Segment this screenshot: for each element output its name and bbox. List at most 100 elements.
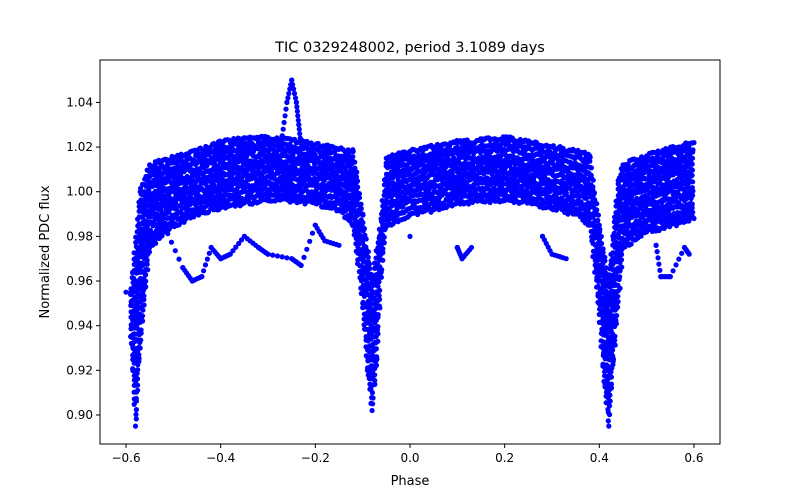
data-point xyxy=(590,177,596,183)
data-point xyxy=(644,229,650,235)
data-point xyxy=(170,155,176,161)
data-point xyxy=(358,201,364,207)
data-point xyxy=(354,178,361,184)
data-point xyxy=(154,211,160,217)
data-point xyxy=(606,423,612,429)
data-point xyxy=(135,382,141,388)
data-point xyxy=(277,146,283,152)
data-point xyxy=(294,104,300,110)
data-point xyxy=(141,293,147,299)
data-point xyxy=(143,278,149,284)
data-point xyxy=(176,256,182,262)
data-point xyxy=(133,411,139,418)
data-point xyxy=(588,165,595,171)
data-point xyxy=(376,296,383,302)
data-point xyxy=(170,222,176,228)
data-point xyxy=(380,250,386,256)
data-point xyxy=(608,385,615,391)
data-point xyxy=(380,246,386,252)
data-point xyxy=(165,231,171,237)
data-point xyxy=(295,117,301,123)
data-point xyxy=(201,268,207,274)
data-point xyxy=(280,126,286,132)
data-point xyxy=(372,377,378,384)
data-point xyxy=(265,135,271,141)
data-point xyxy=(587,153,593,159)
data-point xyxy=(147,244,153,251)
data-point xyxy=(605,418,611,424)
data-point xyxy=(141,302,147,308)
data-point xyxy=(141,297,147,303)
data-point xyxy=(587,158,593,164)
data-point xyxy=(241,200,247,206)
data-point xyxy=(376,303,382,309)
data-point xyxy=(236,240,242,247)
data-point xyxy=(644,153,650,159)
data-point xyxy=(690,147,696,153)
data-point xyxy=(563,190,569,196)
data-point xyxy=(628,241,634,247)
data-point xyxy=(298,140,304,146)
data-point xyxy=(379,267,385,273)
data-point xyxy=(525,200,531,206)
data-point xyxy=(168,239,175,245)
data-point xyxy=(685,250,691,256)
data-point xyxy=(431,207,437,213)
data-point xyxy=(230,248,236,254)
data-point xyxy=(587,222,593,228)
data-point xyxy=(667,274,673,280)
data-point xyxy=(407,211,413,217)
data-point xyxy=(614,313,620,319)
data-point xyxy=(356,195,363,201)
data-point xyxy=(133,416,139,422)
data-point xyxy=(380,257,386,263)
data-point xyxy=(610,347,616,353)
data-point xyxy=(656,261,662,267)
data-point xyxy=(591,190,598,196)
chart-title: TIC 0329248002, period 3.1089 days xyxy=(274,40,545,56)
data-point xyxy=(194,211,200,217)
data-point xyxy=(296,122,302,128)
data-point xyxy=(607,412,613,418)
data-point xyxy=(275,160,281,166)
data-point xyxy=(279,254,285,260)
data-point xyxy=(588,172,594,178)
data-point xyxy=(218,140,224,146)
data-point xyxy=(449,170,455,176)
data-point xyxy=(136,352,142,358)
data-point xyxy=(350,154,356,160)
data-point xyxy=(607,392,613,398)
data-point xyxy=(454,140,460,146)
data-point xyxy=(279,133,285,139)
data-point xyxy=(241,135,247,141)
data-point xyxy=(274,253,281,259)
data-point xyxy=(670,268,676,274)
data-point xyxy=(372,381,378,387)
y-tick-label: 0.98 xyxy=(66,229,93,243)
data-point xyxy=(376,293,382,299)
data-point xyxy=(283,106,289,112)
data-point xyxy=(502,198,508,204)
data-point xyxy=(365,249,371,255)
data-point xyxy=(295,113,301,119)
data-point xyxy=(600,246,606,252)
data-point xyxy=(133,407,139,413)
data-point xyxy=(354,169,360,175)
data-point xyxy=(467,247,473,253)
x-tick-label: 0.4 xyxy=(590,451,609,465)
data-point xyxy=(596,222,602,228)
data-point xyxy=(144,257,150,263)
data-point xyxy=(140,318,146,324)
x-axis-ticks: −0.6 −0.4 −0.2 0.0 0.2 0.4 0.6 xyxy=(111,444,704,465)
data-point xyxy=(452,163,458,169)
data-point xyxy=(667,146,673,152)
data-point xyxy=(612,342,618,348)
data-point xyxy=(376,279,382,285)
data-point xyxy=(135,367,141,373)
data-point xyxy=(375,331,381,337)
data-point xyxy=(298,262,304,268)
data-point xyxy=(278,140,284,146)
data-point xyxy=(265,198,271,204)
data-point xyxy=(312,200,318,206)
data-point xyxy=(290,152,296,158)
